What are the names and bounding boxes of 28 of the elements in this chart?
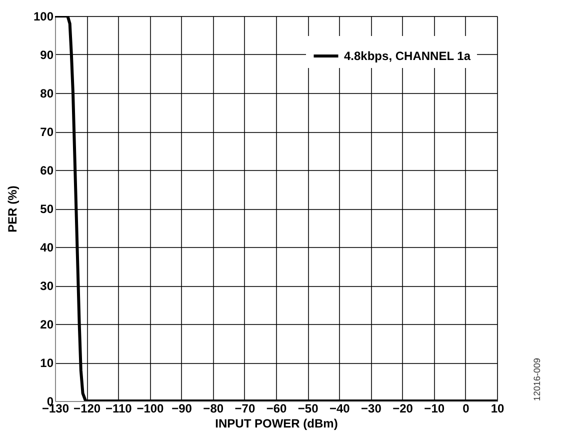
x-tick-label: −110 <box>105 402 132 416</box>
y-tick-label: 20 <box>40 318 54 332</box>
x-axis-title: INPUT POWER (dBm) <box>215 416 338 430</box>
x-tick-label: −70 <box>234 402 256 416</box>
y-tick-label: 50 <box>40 202 54 216</box>
y-tick-label: 60 <box>40 164 54 178</box>
x-tick-label: −50 <box>298 402 319 416</box>
x-tick-label: −80 <box>203 402 224 416</box>
y-tick-label: 40 <box>40 240 54 254</box>
legend-label: 4.8kbps, CHANNEL 1a <box>344 49 471 63</box>
x-tick-label: 0 <box>462 402 470 416</box>
x-tick-label: −60 <box>266 402 287 416</box>
y-tick-label: 80 <box>40 86 54 100</box>
y-tick-label: 70 <box>40 125 54 139</box>
x-tick-label: 10 <box>490 402 504 416</box>
y-axis-title: PER (%) <box>5 186 20 232</box>
y-tick-label: 30 <box>40 279 54 293</box>
x-tick-label: −10 <box>424 402 445 416</box>
x-tick-label: −20 <box>392 402 414 416</box>
y-tick-label: 100 <box>33 10 54 24</box>
x-tick-label: −90 <box>172 402 192 416</box>
x-tick-label: −30 <box>361 402 382 416</box>
x-tick-label: −40 <box>329 402 350 416</box>
y-tick-label: 90 <box>40 48 54 62</box>
x-tick-label: −120 <box>74 402 101 416</box>
y-tick-label: 10 <box>40 356 54 370</box>
text: 12016-009 <box>532 358 542 401</box>
x-tick-label: −100 <box>136 402 164 416</box>
